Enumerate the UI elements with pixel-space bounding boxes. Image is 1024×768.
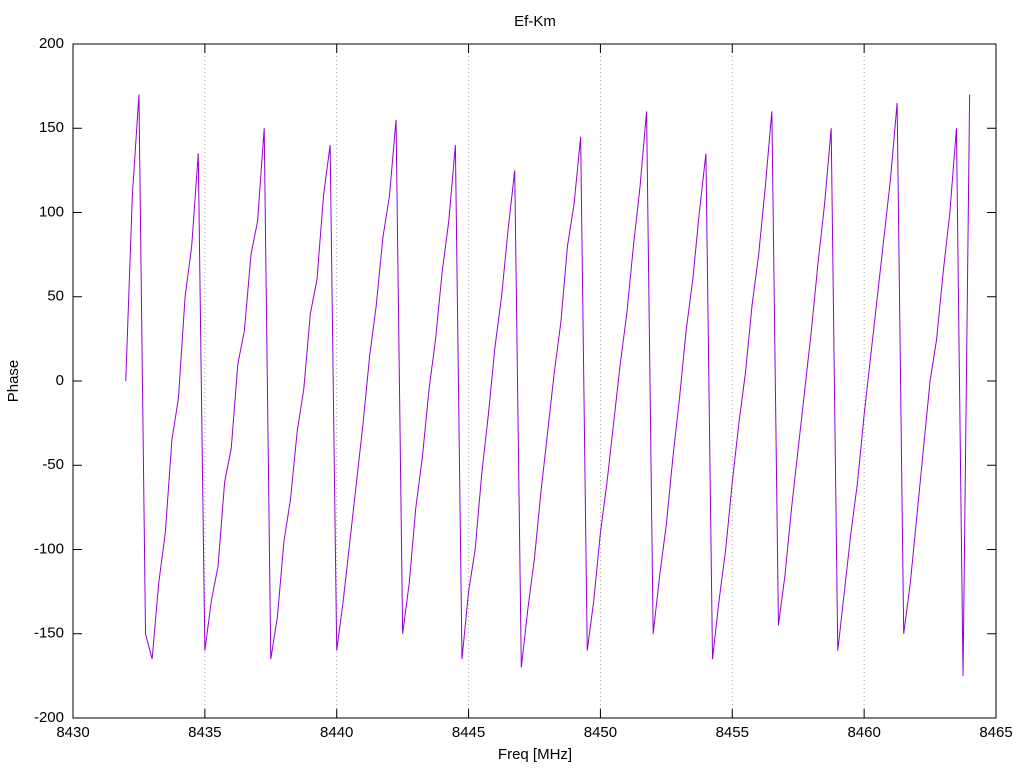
plot-frame: [72, 43, 997, 719]
y-tick-label: 100: [39, 203, 64, 220]
y-tick-label: -50: [42, 456, 64, 473]
y-axis-label: Phase: [5, 360, 22, 403]
y-tick-label: -100: [34, 540, 64, 557]
y-tick-label: -150: [34, 625, 64, 642]
y-tick-label: 50: [47, 288, 64, 305]
chart-title: Ef-Km: [514, 13, 556, 30]
y-tick-label: 200: [39, 35, 64, 52]
y-tick-label: 150: [39, 119, 64, 136]
y-tick-label: 0: [56, 372, 64, 389]
x-tick-label: 8440: [320, 724, 353, 741]
x-tick-label: 8465: [979, 724, 1012, 741]
data-line: [125, 94, 971, 676]
x-axis-label: Freq [MHz]: [498, 746, 572, 763]
x-tick-label: 8460: [847, 724, 880, 741]
x-tick-label: 8445: [452, 724, 485, 741]
x-tick-label: 8435: [188, 724, 221, 741]
y-tick-label: -200: [34, 709, 64, 726]
x-tick-label: 8450: [584, 724, 617, 741]
x-tick-label: 8430: [56, 724, 89, 741]
x-tick-label: 8455: [716, 724, 749, 741]
